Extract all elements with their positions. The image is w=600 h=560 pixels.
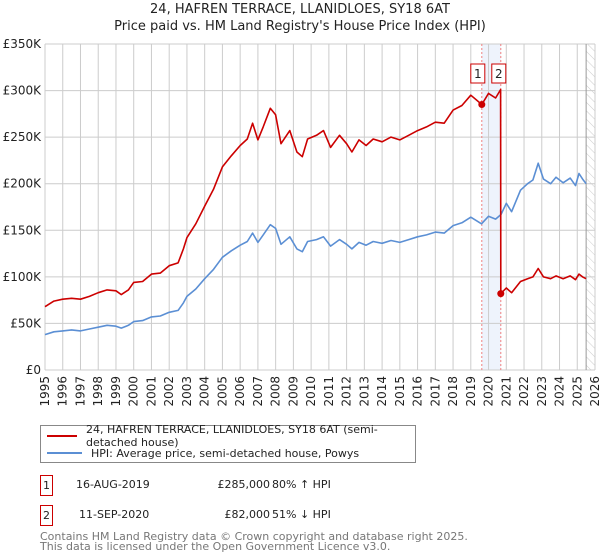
chart-title: 24, HAFREN TERRACE, LLANIDLOES, SY18 6AT xyxy=(150,2,450,17)
sale-date: 11-SEP-2020 xyxy=(79,508,150,521)
sale-point xyxy=(478,101,486,109)
y-tick-label: £50K xyxy=(10,316,42,330)
x-tick-label: 2013 xyxy=(357,376,371,407)
x-tick-label: 1998 xyxy=(91,376,105,407)
x-tick-label: 1999 xyxy=(109,376,123,407)
x-tick-label: 2023 xyxy=(535,376,549,407)
x-tick-label: 2024 xyxy=(553,376,567,407)
x-tick-label: 2016 xyxy=(411,376,425,407)
sale-price: £82,000 xyxy=(224,508,271,521)
chart-subtitle: Price paid vs. HM Land Registry's House … xyxy=(114,19,486,34)
x-tick-label: 2009 xyxy=(286,376,300,407)
legend-label: 24, HAFREN TERRACE, LLANIDLOES, SY18 6AT… xyxy=(85,423,378,449)
y-tick-label: £200K xyxy=(3,177,43,191)
legend-swatch-blue xyxy=(47,452,82,454)
x-tick-label: 1997 xyxy=(73,376,87,407)
x-tick-label: 2017 xyxy=(428,376,442,407)
hpi-line xyxy=(44,162,587,336)
x-tick-label: 2011 xyxy=(322,376,336,407)
footer-copyright: Contains HM Land Registry data © Crown c… xyxy=(40,530,468,543)
x-tick-label: 2001 xyxy=(144,376,158,407)
legend-item-hpi: HPI: Average price, semi-detached house,… xyxy=(47,445,359,461)
y-tick-label: £100K xyxy=(3,270,43,284)
x-tick-label: 2006 xyxy=(233,376,247,407)
x-tick-label: 2022 xyxy=(517,376,531,407)
x-tick-label: 2007 xyxy=(251,376,265,407)
legend-swatch-red xyxy=(47,435,77,437)
sale-label: 1 xyxy=(474,67,482,81)
x-tick-label: 2000 xyxy=(127,376,141,407)
sale-price: £285,000 xyxy=(217,478,271,491)
y-tick-label: £300K xyxy=(3,84,43,98)
sale-label-box xyxy=(491,63,507,84)
sale-date: 16-AUG-2019 xyxy=(76,478,150,491)
sale-row-2: 2 11-SEP-2020 £82,000 51% ↓ HPI xyxy=(40,505,460,526)
x-tick-label: 2005 xyxy=(215,376,229,407)
x-tick-label: 1996 xyxy=(56,376,70,407)
x-tick-label: 2021 xyxy=(499,376,513,407)
x-tick-label: 2018 xyxy=(446,376,460,407)
sale-row-1: 1 16-AUG-2019 £285,000 80% ↑ HPI xyxy=(40,475,460,496)
x-tick-label: 2002 xyxy=(162,376,176,407)
price-chart: 1995 1996 1997 1998 1999 2000 2001 2002 2003 2004… xyxy=(3,37,600,407)
sale-marker-badge: 2 xyxy=(40,505,53,526)
x-tick-label: 1995 xyxy=(38,376,52,407)
sale-period-shading xyxy=(481,44,501,370)
x-tick-label: 2019 xyxy=(464,376,478,407)
legend-label: HPI: Average price, semi-detached house,… xyxy=(91,446,360,460)
y-tick-label: £350K xyxy=(3,37,43,51)
sale-hpi-relation: 51% ↓ HPI xyxy=(272,508,331,521)
y-tick-label: £250K xyxy=(3,130,43,144)
x-tick-label: 2004 xyxy=(198,376,212,407)
x-tick-label: 2012 xyxy=(340,376,354,407)
sale-label: 2 xyxy=(495,67,503,81)
legend-item-property: 24, HAFREN TERRACE, LLANIDLOES, SY18 6AT… xyxy=(47,423,415,449)
sale-label-box xyxy=(470,63,486,84)
x-tick-label: 2025 xyxy=(570,376,584,407)
y-tick-label: £0 xyxy=(26,363,41,377)
x-tick-label: 2026 xyxy=(588,376,600,407)
sale-hpi-relation: 80% ↑ HPI xyxy=(272,478,331,491)
x-tick-label: 2015 xyxy=(393,376,407,407)
property-price-line xyxy=(44,88,587,308)
x-tick-label: 2008 xyxy=(269,376,283,407)
sale-point xyxy=(497,290,505,298)
x-tick-label: 2003 xyxy=(180,376,194,407)
y-tick-label: £150K xyxy=(3,223,43,237)
x-tick-label: 2010 xyxy=(304,376,318,407)
x-tick-label: 2020 xyxy=(482,376,496,407)
footer-licence: This data is licensed under the Open Gov… xyxy=(40,540,391,553)
forecast-hatch xyxy=(586,44,595,370)
x-tick-label: 2014 xyxy=(375,376,389,407)
sale-marker-badge: 1 xyxy=(40,475,53,496)
legend: 24, HAFREN TERRACE, LLANIDLOES, SY18 6AT… xyxy=(40,423,416,463)
